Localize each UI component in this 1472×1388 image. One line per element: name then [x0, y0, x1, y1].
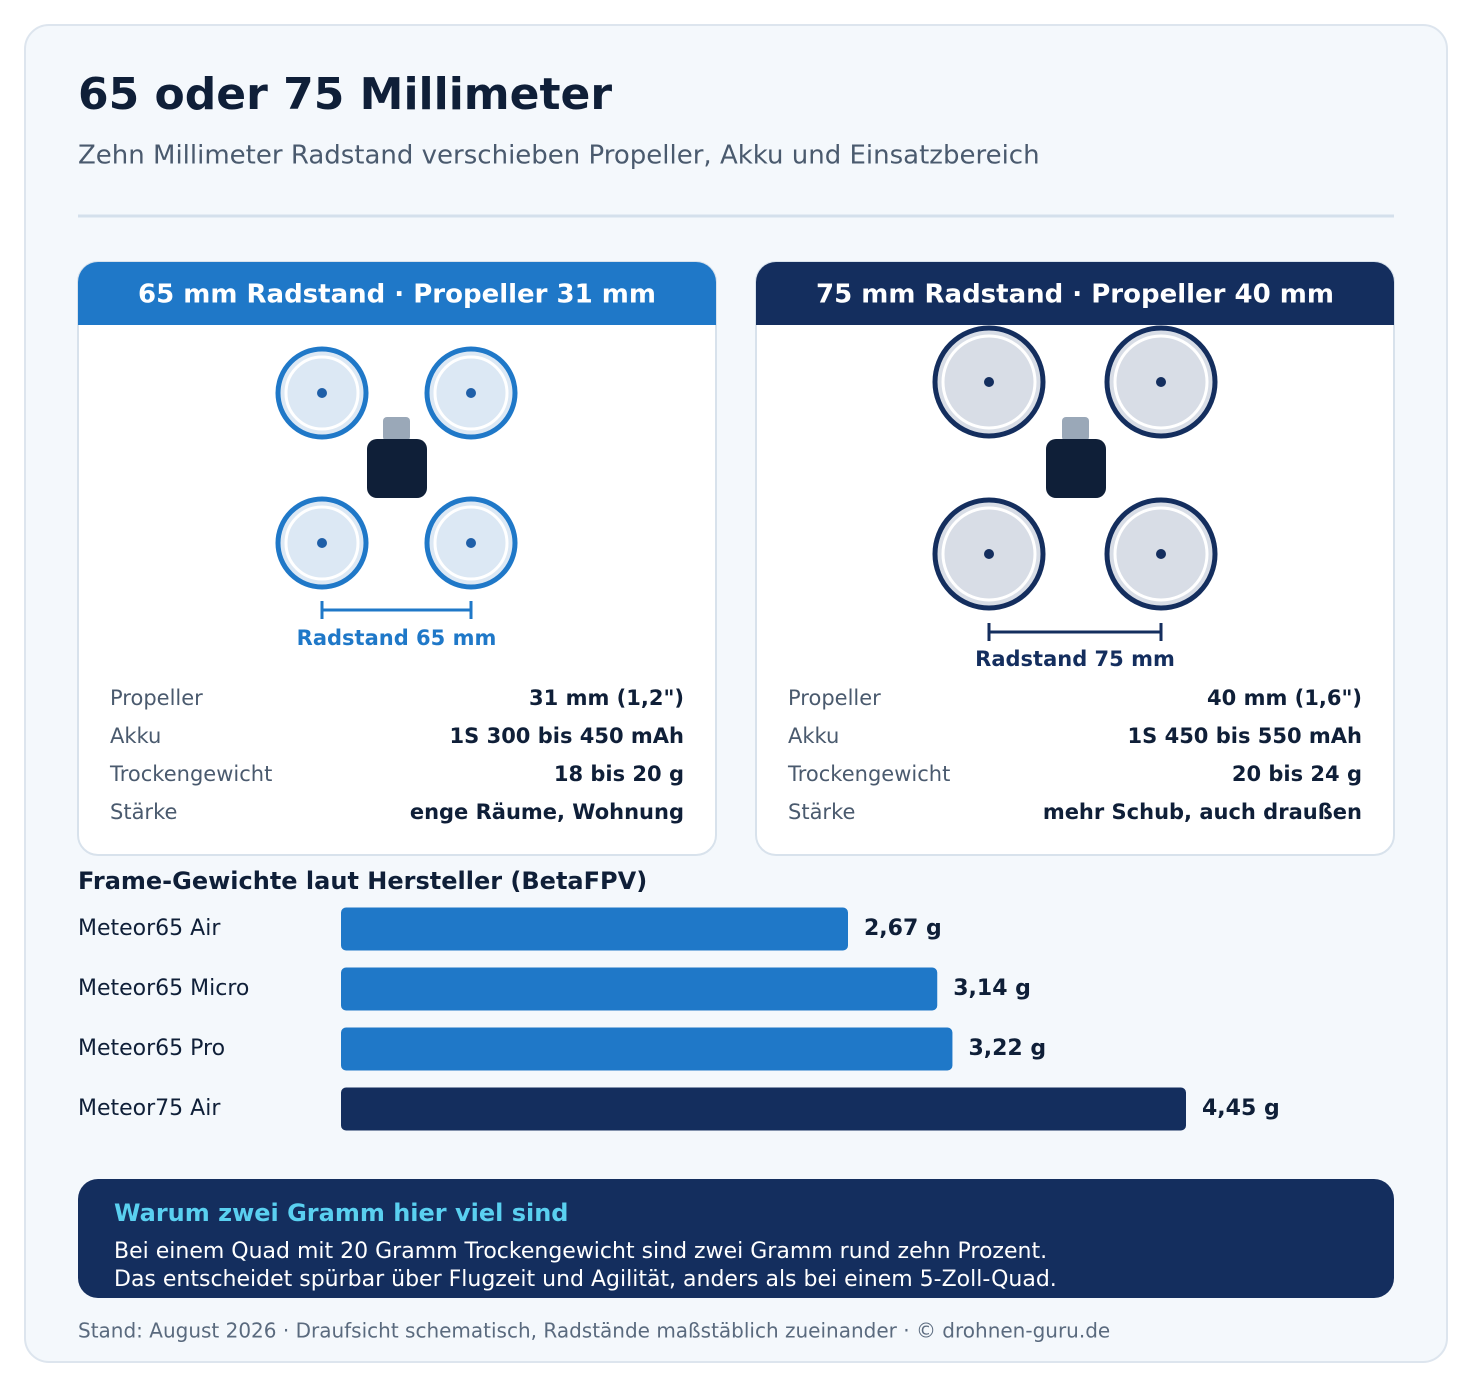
- body: [367, 439, 427, 498]
- motor: [317, 538, 327, 548]
- spec-label: Trockengewicht: [787, 762, 950, 786]
- motor: [1156, 549, 1166, 559]
- propeller-ring: [941, 506, 1037, 602]
- value-label: 3,22 g: [968, 1036, 1046, 1061]
- camera: [1062, 417, 1089, 441]
- bar-chart: Meteor65 Air 2,67 g Meteor65 Micro 3,14 g Me…: [78, 907, 1280, 1131]
- propeller-ring: [433, 505, 509, 581]
- spec-value: 31 mm (1,2"): [529, 686, 684, 710]
- propeller-ring: [1113, 506, 1209, 602]
- spec-value: 1S 300 bis 450 mAh: [450, 724, 684, 748]
- motor: [984, 549, 994, 559]
- camera: [383, 417, 410, 441]
- motor: [1156, 377, 1166, 387]
- propeller-ring: [284, 505, 360, 581]
- spec-label: Akku: [110, 724, 161, 748]
- spec-value: 1S 450 bis 550 mAh: [1128, 724, 1362, 748]
- motor: [984, 377, 994, 387]
- callout-box: [78, 1179, 1394, 1298]
- category-label: Meteor65 Air: [78, 916, 221, 941]
- propeller-ring: [284, 355, 360, 431]
- card-title: 65 mm Radstand · Propeller 31 mm: [138, 280, 656, 310]
- propeller-ring: [433, 355, 509, 431]
- motor: [317, 388, 327, 398]
- value-label: 4,45 g: [1202, 1096, 1280, 1121]
- bar: [341, 1027, 953, 1071]
- spec-label: Propeller: [110, 686, 203, 710]
- spec-label: Stärke: [110, 800, 177, 824]
- spec-label: Akku: [788, 724, 839, 748]
- callout-line: Das entscheidet spürbar über Flugzeit un…: [114, 1267, 1057, 1292]
- callout-title: Warum zwei Gramm hier viel sind: [114, 1199, 569, 1227]
- card-header: [78, 262, 716, 325]
- chart-title: Frame-Gewichte laut Hersteller (BetaFPV): [78, 867, 647, 895]
- bar: [341, 967, 938, 1011]
- value-label: 2,67 g: [864, 916, 942, 941]
- cards: 65 mm Radstand · Propeller 31 mm Radstand…: [77, 261, 1395, 856]
- spec-label: Propeller: [788, 686, 881, 710]
- card-title: 75 mm Radstand · Propeller 40 mm: [816, 280, 1334, 310]
- spec-value: 20 bis 24 g: [1232, 762, 1362, 786]
- scale-label: Radstand 75 mm: [975, 647, 1175, 671]
- scale-label: Radstand 65 mm: [297, 626, 497, 650]
- bar: [341, 907, 848, 951]
- spec-value: 40 mm (1,6"): [1207, 686, 1362, 710]
- spec-label: Trockengewicht: [109, 762, 272, 786]
- category-label: Meteor75 Air: [78, 1096, 221, 1121]
- body: [1046, 439, 1106, 498]
- propeller-ring: [1113, 334, 1209, 430]
- spec-label: Stärke: [788, 800, 855, 824]
- value-label: 3,14 g: [953, 976, 1031, 1001]
- category-label: Meteor65 Micro: [78, 976, 249, 1001]
- spec-value: enge Räume, Wohnung: [410, 800, 684, 824]
- bar: [341, 1087, 1186, 1131]
- propeller-ring: [941, 334, 1037, 430]
- motor: [466, 388, 476, 398]
- card-header: [756, 262, 1394, 325]
- motor: [466, 538, 476, 548]
- title: 65 oder 75 Millimeter: [78, 69, 612, 120]
- footer: Stand: August 2026 · Draufsicht schemati…: [78, 1319, 1110, 1343]
- category-label: Meteor65 Pro: [78, 1036, 225, 1061]
- spec-value: 18 bis 20 g: [554, 762, 684, 786]
- spec-value: mehr Schub, auch draußen: [1043, 800, 1362, 824]
- subtitle: Zehn Millimeter Radstand verschieben Pro…: [78, 141, 1040, 171]
- callout-line: Bei einem Quad mit 20 Gramm Trockengewic…: [114, 1239, 1047, 1264]
